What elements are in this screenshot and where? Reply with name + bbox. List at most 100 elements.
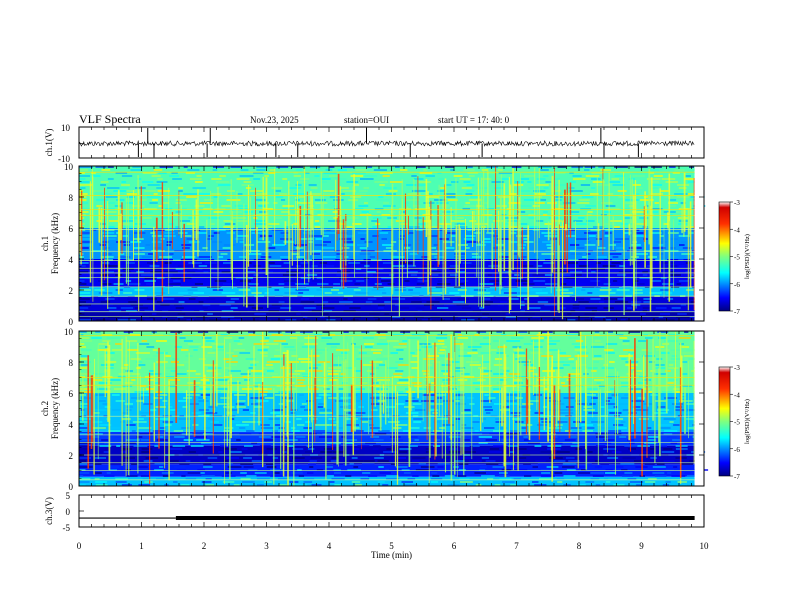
spectrum-cell — [588, 235, 596, 237]
spectrum-cell — [467, 397, 475, 399]
spectrum-cell — [301, 403, 307, 405]
spectrum-cell — [463, 169, 475, 171]
spectrum-cell — [79, 268, 93, 270]
spectrum-cell — [177, 373, 187, 375]
spectrum-cell — [504, 268, 511, 270]
spectrum-cell — [351, 481, 361, 483]
spectrum-cell — [276, 166, 289, 168]
spectrum-cell — [473, 340, 481, 342]
spectrum-cell — [662, 343, 670, 345]
spectrum-cell — [517, 292, 530, 294]
spectrum-cell — [211, 172, 218, 174]
spectrum-cell — [120, 253, 125, 255]
spectrum-cell — [594, 466, 603, 468]
spectrum-cell — [621, 475, 634, 477]
spectrum-cell — [469, 448, 477, 450]
spectrum-cell — [316, 469, 324, 471]
spectrum-cell — [606, 343, 618, 345]
spectrum-cell — [267, 214, 273, 216]
spectrum-cell — [140, 274, 154, 276]
spectrum-cell — [109, 463, 124, 465]
spectrum-cell — [296, 256, 304, 258]
spectrum-cell — [587, 211, 593, 213]
spectrum-cell — [661, 451, 675, 453]
spectrum-cell — [572, 304, 580, 306]
spectrum-cell — [609, 361, 615, 363]
spectrum-cell — [651, 280, 662, 282]
spectrum-cell — [308, 184, 317, 186]
spectrum-cell — [220, 385, 228, 387]
spectrum-cell — [272, 376, 284, 378]
spectrum-cell — [596, 382, 601, 384]
spectrum-cell — [199, 310, 204, 312]
spectrum-cell — [132, 166, 143, 168]
spectrum-cell — [505, 313, 512, 315]
spectrum-cell — [79, 304, 91, 306]
spectrum-cell — [275, 220, 286, 222]
spectrum-cell — [296, 313, 301, 315]
spectrum-cell — [521, 256, 527, 258]
spectrum-cell — [177, 316, 184, 318]
spectrum-cell — [164, 424, 172, 426]
spectrum-cell — [619, 337, 628, 339]
spectrum-cell — [463, 181, 471, 183]
spectrum-cell — [193, 280, 198, 282]
spectrum-cell — [662, 484, 670, 486]
spectrum-cell — [670, 271, 675, 273]
spectrum-cell — [265, 343, 279, 345]
spectrum-cell — [152, 199, 158, 201]
spectrum-cell — [449, 268, 455, 270]
spectrum-cell — [135, 352, 150, 354]
spectrum-cell — [463, 439, 470, 441]
spectrum-cell — [566, 469, 576, 471]
spectrum-cell — [155, 406, 166, 408]
spectrum-cell — [269, 451, 277, 453]
spectrum-cell — [79, 331, 87, 333]
spectrum-cell — [666, 469, 675, 471]
spectrum-cell — [494, 283, 499, 285]
spectrum-cell — [288, 187, 301, 189]
spectrum-cell — [532, 481, 539, 483]
spectrum-cell — [545, 298, 554, 300]
spectrum-cell — [331, 478, 345, 480]
spectrum-cell — [137, 178, 142, 180]
spectrum-cell — [431, 382, 436, 384]
spectrum-cell — [543, 406, 548, 408]
spectrum-cell — [104, 229, 115, 231]
spectrum-cell — [557, 310, 564, 312]
spectrum-cell — [461, 319, 475, 321]
spectrum-cell — [664, 430, 678, 432]
spectrum-cell — [666, 301, 675, 303]
spectrum-cell — [79, 424, 84, 426]
spectrum-cell — [457, 283, 464, 285]
spectrum-cell — [348, 199, 358, 201]
spectrum-cell — [627, 412, 637, 414]
spectrum-cell — [584, 319, 591, 321]
spectrum-cell — [311, 253, 321, 255]
spectrum-cell — [316, 358, 321, 360]
spectrum-cell — [443, 193, 456, 195]
spectrum-cell — [511, 229, 524, 231]
spectrum-cell — [392, 334, 404, 336]
spectrum-cell — [100, 184, 106, 186]
spectrum-cell — [254, 472, 267, 474]
spectrum-cell — [230, 364, 237, 366]
spectrum-cell — [674, 169, 685, 171]
spectrum-cell — [513, 478, 522, 480]
spectrum-cell — [91, 379, 103, 381]
spectrum-cell — [314, 199, 326, 201]
spectrum-cell — [121, 352, 133, 354]
spectrum-cell — [136, 271, 144, 273]
spectrum-cell — [397, 229, 404, 231]
spectrum-cell — [373, 445, 381, 447]
spectrum-cell — [197, 259, 210, 261]
spectrum-cell — [271, 334, 284, 336]
spectrum-cell — [550, 361, 565, 363]
spectrum-cell — [162, 316, 168, 318]
spectrum-cell — [200, 472, 205, 474]
spectrum-cell — [304, 451, 311, 453]
spectrum-cell — [79, 232, 91, 234]
spectrum-cell — [487, 478, 494, 480]
spectrum-cell — [323, 193, 336, 195]
